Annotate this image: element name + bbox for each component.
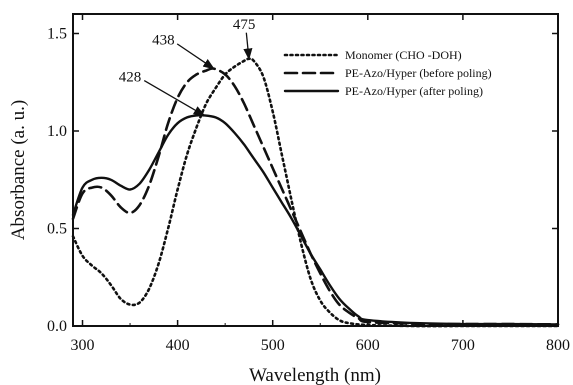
axis-ticks: 300 400 500 600 700 800 0.0 0.5 1.0 1.5 bbox=[47, 14, 570, 354]
series-line-2 bbox=[71, 113, 560, 326]
series-line-0 bbox=[71, 57, 560, 328]
y-axis-title: Absorbance (a. u.) bbox=[8, 100, 29, 240]
x-tick-label-800: 800 bbox=[546, 337, 570, 354]
x-tick-label-300: 300 bbox=[71, 337, 95, 354]
y-tick-label-0: 0.0 bbox=[47, 318, 67, 335]
series-line-1 bbox=[71, 67, 560, 326]
peak-arrow-428 bbox=[143, 80, 206, 117]
y-tick-label-3: 1.5 bbox=[47, 26, 67, 43]
peak-label-475: 475 bbox=[233, 17, 256, 33]
peak-arrow-475 bbox=[243, 32, 253, 61]
x-tick-label-700: 700 bbox=[451, 337, 475, 354]
legend-label-1: PE-Azo/Hyper (before poling) bbox=[345, 66, 492, 80]
y-tick-label-2: 1.0 bbox=[47, 123, 67, 140]
peak-arrow-438 bbox=[176, 43, 215, 70]
peak-label-428: 428 bbox=[119, 69, 142, 85]
x-tick-label-600: 600 bbox=[356, 337, 380, 354]
peak-label-438: 438 bbox=[152, 32, 175, 48]
plot-frame bbox=[72, 13, 559, 327]
legend-label-2: PE-Azo/Hyper (after poling) bbox=[345, 84, 483, 98]
legend-label-0: Monomer (CHO -DOH) bbox=[345, 48, 462, 62]
x-axis-title: Wavelength (nm) bbox=[249, 365, 381, 385]
y-tick-label-1: 0.5 bbox=[47, 221, 67, 238]
legend: Monomer (CHO -DOH) PE-Azo/Hyper (before p… bbox=[283, 48, 492, 98]
peak-annotations: 428 438 475 bbox=[119, 17, 256, 117]
x-tick-label-400: 400 bbox=[166, 337, 190, 354]
x-tick-label-500: 500 bbox=[261, 337, 285, 354]
series-lines bbox=[71, 57, 560, 328]
